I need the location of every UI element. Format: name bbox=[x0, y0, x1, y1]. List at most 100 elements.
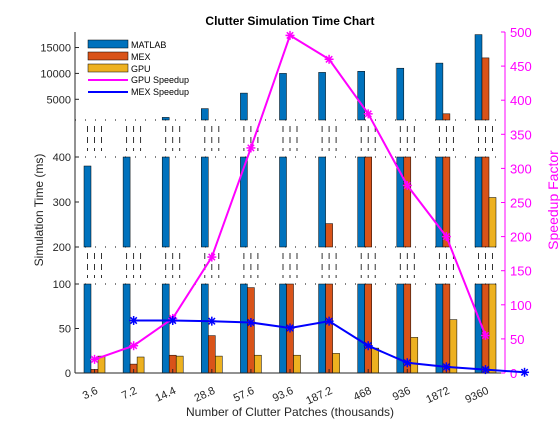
bar-gpu-9360-seg0 bbox=[488, 283, 497, 374]
y-tick-label-15000: 15000 bbox=[40, 43, 71, 55]
bar-gpu-9360 bbox=[488, 197, 497, 248]
bar-mex-1872 bbox=[442, 113, 451, 121]
bar-matlab-468 bbox=[357, 71, 365, 121]
bar-matlab-28.8 bbox=[201, 108, 209, 121]
x-tick-label-28.8: 28.8 bbox=[193, 385, 217, 405]
bar-matlab-187.2-seg0 bbox=[318, 283, 326, 374]
legend-label-mex-speedup: MEX Speedup bbox=[131, 87, 189, 97]
y-tick-label-50: 50 bbox=[59, 324, 71, 336]
bar-gpu-936 bbox=[410, 337, 419, 374]
mex-speedup-point-7 bbox=[363, 341, 373, 351]
y-tick-label-5000: 5000 bbox=[47, 94, 71, 106]
bar-mex-468-seg0 bbox=[364, 283, 372, 374]
y2-tick-label-100: 100 bbox=[510, 298, 532, 313]
gpu-speedup-point-6 bbox=[324, 54, 334, 64]
chart-title: Clutter Simulation Time Chart bbox=[205, 14, 374, 28]
mex-speedup-point-8 bbox=[402, 358, 412, 368]
bar-matlab-93.6 bbox=[279, 73, 287, 121]
y-axis-label: Simulation Time (ms) bbox=[32, 154, 46, 267]
mex-speedup-point-6 bbox=[324, 316, 334, 326]
y2-tick-label-200: 200 bbox=[510, 230, 532, 245]
legend-label-gpu: GPU bbox=[131, 64, 151, 74]
bar-gpu-14.4 bbox=[175, 355, 184, 374]
x-tick-label-468: 468 bbox=[352, 385, 374, 404]
plot-area: 0 50 100 200 300 400 5000 10000 15000 0 50 100 150 20… bbox=[40, 25, 531, 407]
bar-matlab-3.6-seg0 bbox=[83, 283, 92, 374]
legend-swatch-mex bbox=[87, 51, 129, 61]
bar-matlab-9360-seg0 bbox=[474, 283, 483, 374]
bar-matlab-57.6-seg0 bbox=[240, 283, 248, 374]
x-tick-label-57.6: 57.6 bbox=[232, 385, 256, 405]
bar-matlab-28.8-seg0 bbox=[201, 283, 209, 374]
bar-mex-187.2-seg0 bbox=[325, 283, 333, 374]
legend-label-gpu-speedup: GPU Speedup bbox=[131, 75, 189, 85]
y2-tick-label-500: 500 bbox=[510, 25, 532, 40]
x-tick-label-14.4: 14.4 bbox=[154, 385, 178, 405]
bar-gpu-187.2 bbox=[332, 353, 340, 374]
x-tick-label-936: 936 bbox=[391, 385, 413, 404]
bar-gpu-7.2 bbox=[136, 356, 145, 374]
mex-speedup-point-11 bbox=[520, 367, 530, 377]
y2-axis-label: Speedup Factor bbox=[545, 150, 560, 250]
bar-mex-9360 bbox=[481, 57, 490, 121]
gpu-speedup-point-4 bbox=[246, 143, 256, 153]
y2-tick-label-250: 250 bbox=[510, 196, 532, 211]
bar-matlab-93.6-seg1 bbox=[279, 156, 287, 248]
y-tick-label-100: 100 bbox=[53, 279, 71, 291]
bar-matlab-1872-seg1 bbox=[435, 156, 444, 248]
y2-tick-label-350: 350 bbox=[510, 127, 532, 142]
y2-tick-label-400: 400 bbox=[510, 93, 532, 108]
bar-mex-57.6 bbox=[247, 287, 255, 374]
bar-mex-1872-seg1 bbox=[442, 156, 451, 248]
gpu-speedup-point-7 bbox=[363, 109, 373, 119]
mex-speedup-point-2 bbox=[168, 315, 178, 325]
y2-tick-label-450: 450 bbox=[510, 59, 532, 74]
x-tick-label-3.6: 3.6 bbox=[81, 385, 100, 402]
bar-matlab-9360-seg1 bbox=[474, 156, 483, 248]
bar-matlab-187.2-seg1 bbox=[318, 156, 326, 248]
y-tick-label-300: 300 bbox=[53, 197, 71, 209]
bar-gpu-93.6 bbox=[293, 354, 301, 374]
bar-gpu-57.6 bbox=[254, 354, 262, 374]
y-tick-label-10000: 10000 bbox=[40, 68, 71, 80]
bar-matlab-7.2-seg1 bbox=[122, 156, 131, 248]
bar-matlab-28.8-seg1 bbox=[201, 156, 209, 248]
bar-mex-468-seg1 bbox=[364, 156, 372, 248]
bar-gpu-468 bbox=[371, 347, 379, 374]
bar-matlab-9360 bbox=[474, 34, 483, 121]
bar-matlab-93.6-seg0 bbox=[279, 283, 287, 374]
bar-matlab-468-seg0 bbox=[357, 283, 365, 374]
bar-matlab-936 bbox=[396, 67, 405, 121]
x-axis-label: Number of Clutter Patches (thousands) bbox=[186, 405, 394, 419]
bar-mex-28.8 bbox=[208, 335, 216, 374]
mex-speedup-point-3 bbox=[207, 316, 217, 326]
bar-matlab-57.6-seg1 bbox=[240, 156, 248, 248]
bar-matlab-187.2 bbox=[318, 72, 326, 121]
bar-gpu-1872 bbox=[449, 319, 458, 374]
bar-matlab-3.6 bbox=[83, 165, 92, 248]
y2-tick-label-50: 50 bbox=[510, 332, 524, 347]
bar-matlab-1872-seg0 bbox=[435, 283, 444, 374]
bar-mex-187.2 bbox=[325, 223, 333, 248]
bar-matlab-14.4-seg0 bbox=[161, 283, 170, 374]
mex-speedup-point-1 bbox=[129, 315, 139, 325]
bar-matlab-57.6 bbox=[240, 92, 248, 121]
bar-matlab-14.4-seg1 bbox=[161, 156, 170, 248]
legend-swatch-gpu bbox=[87, 63, 129, 73]
x-tick-label-9360: 9360 bbox=[463, 385, 490, 406]
y2-tick-label-150: 150 bbox=[510, 264, 532, 279]
bar-mex-9360-seg1 bbox=[481, 156, 490, 248]
y-tick-label-0: 0 bbox=[65, 368, 71, 380]
bar-matlab-468-seg1 bbox=[357, 156, 365, 248]
bar-gpu-28.8 bbox=[215, 355, 223, 374]
y-tick-label-400: 400 bbox=[53, 152, 71, 164]
gpu-speedup-point-10 bbox=[480, 330, 490, 340]
x-tick-label-1872: 1872 bbox=[424, 385, 451, 406]
y2-tick-label-300: 300 bbox=[510, 161, 532, 176]
gpu-speedup-point-0 bbox=[90, 354, 100, 364]
mex-speedup-point-9 bbox=[441, 362, 451, 372]
gpu-speedup-point-3 bbox=[207, 252, 217, 262]
